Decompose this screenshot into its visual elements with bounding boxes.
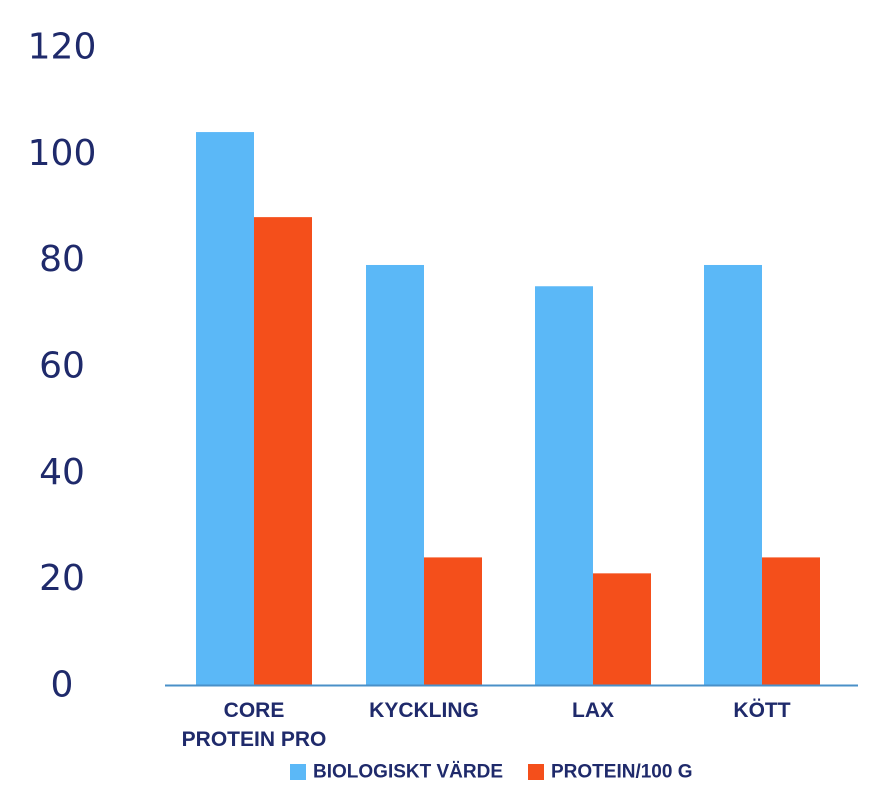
bar-biologiskt-varde-1 [366,264,424,685]
bar-protein-100g-1 [424,557,482,685]
y-tick-label: 20 [39,558,85,599]
legend-swatch [290,764,306,780]
legend-label: PROTEIN/100 G [551,762,693,783]
y-tick-label: 40 [39,452,85,493]
x-tick-label: LAX [572,699,614,722]
bar-protein-100g-2 [593,573,651,685]
x-tick-label: KÖTT [733,699,790,722]
x-tick-label-line: KÖTT [733,699,790,722]
y-tick-label: 60 [39,346,85,387]
bar-biologiskt-varde-0 [196,132,254,686]
y-tick-label: 80 [39,239,85,280]
legend-swatch [528,764,544,780]
x-tick-label: CORE PROTEIN PRO [182,699,327,751]
y-tick-label: 120 [28,27,97,68]
x-tick-label-line: PROTEIN PRO [182,728,327,751]
legend: BIOLOGISKT VÄRDE PROTEIN/100 G [290,762,693,783]
y-tick-label: 100 [28,133,97,174]
x-tick-label-line: LAX [572,699,614,722]
x-tick-label-line: CORE [224,699,285,722]
bar-protein-100g-3 [762,557,820,685]
bars [196,132,820,686]
x-axis-tick-labels: CORE PROTEIN PRO KYCKLING LAX KÖTT [182,699,791,751]
legend-label: BIOLOGISKT VÄRDE [313,762,503,783]
bar-biologiskt-varde-2 [535,286,593,685]
bar-biologiskt-varde-3 [704,264,762,685]
y-axis-tick-labels: 0 20 40 60 80 100 120 [28,27,97,706]
y-tick-label: 0 [51,665,74,706]
x-tick-label: KYCKLING [369,699,479,722]
bar-protein-100g-0 [254,217,312,685]
x-tick-label-line: KYCKLING [369,699,479,722]
